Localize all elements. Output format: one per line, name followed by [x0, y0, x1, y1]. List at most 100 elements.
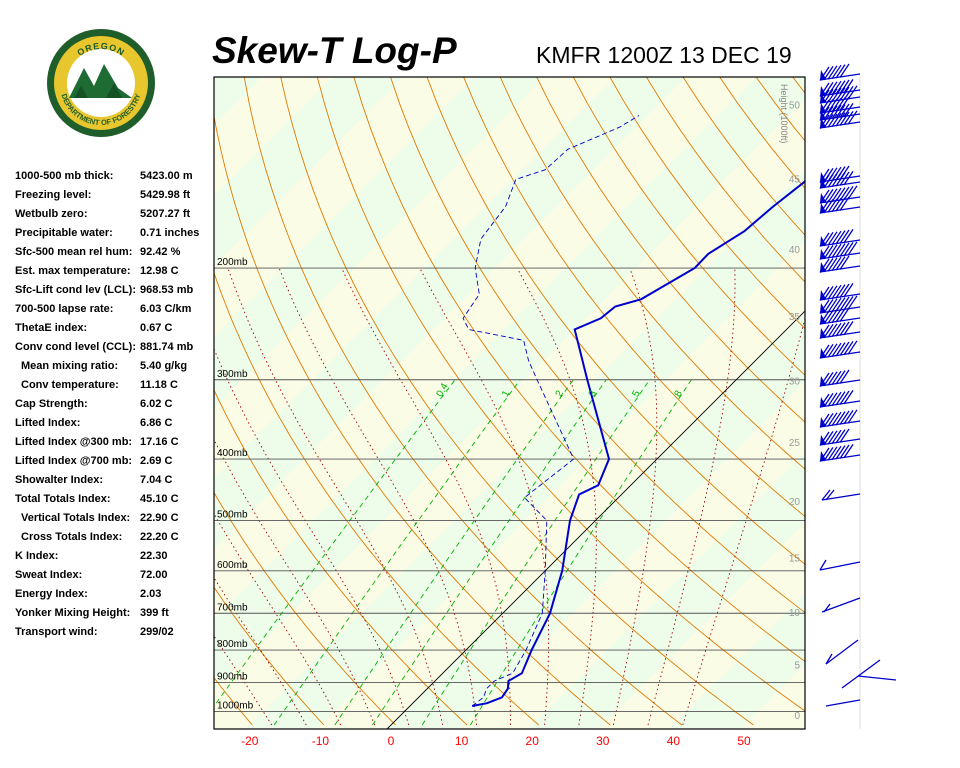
stat-row: ThetaE index: 0.67 C: [15, 320, 215, 339]
stat-label: Total Totals Index:: [15, 493, 111, 505]
stat-value: 968.53 mb: [140, 284, 194, 296]
stat-label: Energy Index:: [15, 588, 88, 600]
moist-adiabat: [214, 438, 376, 726]
stat-label: Freezing level:: [15, 189, 92, 201]
wind-barb: [819, 255, 861, 273]
stat-value: 2.69 C: [140, 455, 173, 467]
stat-row: Conv cond level (CCL): 881.74 mb: [15, 339, 215, 358]
dry-adiabat: [0, 77, 109, 725]
moist-adiabat: [612, 267, 658, 726]
stat-label: Lifted Index:: [15, 417, 81, 429]
stat-value: 22.30: [140, 550, 168, 562]
temperature-trace: [471, 180, 805, 707]
wind-barbs: [819, 63, 897, 707]
mixing-ratio-line: [334, 379, 574, 726]
plot-area: [0, 77, 960, 729]
wind-barb: [819, 340, 861, 359]
dry-adiabat: [214, 676, 253, 726]
stat-row: Wetbulb zero: 5207.27 ft: [15, 206, 215, 225]
dry-adiabat: [214, 113, 611, 726]
mixing-ratio-line: [372, 379, 607, 726]
wind-barb: [821, 597, 861, 613]
isotherm-band: [214, 77, 333, 196]
isotherm-band: [457, 381, 805, 729]
stat-value: 881.74 mb: [140, 341, 194, 353]
stat-label: Sfc-500 mean rel hum:: [15, 246, 133, 258]
stat-label: Mean mixing ratio:: [21, 360, 119, 372]
stat-value: 0.71 inches: [140, 227, 200, 239]
height-tick-label: 50: [789, 101, 801, 112]
wind-barb: [821, 489, 831, 501]
height-tick-label: 25: [789, 438, 801, 449]
stat-label: Precipitable water:: [15, 227, 113, 239]
wind-barb: [825, 653, 833, 665]
isotherm-band: [214, 99, 805, 729]
mixing-ratio-line: [214, 379, 456, 707]
mixing-ratio-label: 1: [500, 388, 513, 398]
stat-value: 5.40 g/kg: [140, 360, 188, 372]
moist-adiabat: [214, 512, 342, 726]
pressure-label: 1000mb: [217, 701, 254, 712]
wind-barb: [819, 561, 861, 571]
stat-label: Transport wind:: [15, 626, 98, 638]
height-tick-label: 40: [789, 245, 801, 256]
mixing-ratio-label: 3: [587, 388, 600, 398]
wind-barb: [819, 409, 861, 428]
dry-adiabat: [214, 491, 396, 726]
pressure-label: 300mb: [217, 369, 248, 380]
stat-row: Yonker Mixing Height: 399 ft: [15, 605, 215, 624]
stat-value: 92.42 %: [140, 246, 181, 258]
stat-label: Lifted Index @300 mb:: [15, 436, 133, 448]
stat-label: Yonker Mixing Height:: [15, 607, 131, 619]
stat-value: 0.67 C: [140, 322, 173, 334]
stat-row: Sfc-Lift cond lev (LCL): 968.53 mb: [15, 282, 215, 301]
page-title: Skew-T Log-P: [212, 30, 457, 71]
stat-value: 2.03: [140, 588, 162, 600]
x-tick-label: 50: [737, 734, 751, 748]
wind-barb: [819, 196, 861, 214]
zero-isotherm: [386, 310, 805, 729]
mixing-ratio-label: 8: [673, 388, 686, 398]
isotherm-band: [316, 240, 805, 729]
stat-value: 5423.00 m: [140, 170, 193, 182]
height-tick-label: 45: [789, 175, 801, 186]
stat-label: 700-500 lapse rate:: [15, 303, 114, 315]
stat-value: 6.86 C: [140, 417, 173, 429]
pressure-label: 900mb: [217, 672, 248, 683]
stat-label: Vertical Totals Index:: [21, 512, 131, 524]
stat-value: 12.98 C: [140, 265, 179, 277]
dry-adiabat: [463, 77, 805, 518]
dry-adiabat: [572, 77, 805, 376]
stat-row: Lifted Index @700 mb: 2.69 C: [15, 453, 215, 472]
wind-barb: [819, 307, 861, 325]
isotherm-band: [598, 522, 805, 729]
moist-adiabat: [341, 267, 511, 725]
dry-adiabat: [829, 77, 960, 725]
stat-row: Precipitable water: 0.71 inches: [15, 225, 215, 244]
wind-barb: [825, 639, 859, 665]
moist-adiabat: [214, 577, 307, 726]
dry-adiabat: [214, 586, 325, 726]
wind-barb: [819, 295, 861, 314]
pressure-label: 600mb: [217, 560, 248, 571]
x-tick-label: 10: [455, 734, 469, 748]
stat-row: Lifted Index @300 mb: 17.16 C: [15, 434, 215, 453]
dry-adiabat: [316, 77, 805, 712]
dry-adiabat: [214, 389, 468, 726]
wind-barb: [819, 103, 861, 121]
stat-row: 700-500 lapse rate: 6.03 C/km: [15, 301, 215, 320]
pressure-label: 500mb: [217, 510, 248, 521]
pressure-label: 700mb: [217, 602, 248, 613]
wind-barb: [819, 428, 861, 446]
height-tick-label: 0: [794, 711, 800, 722]
stat-value: 11.18 C: [140, 379, 178, 391]
height-tick-label: 30: [789, 376, 801, 387]
height-tick-label: 10: [789, 608, 801, 619]
pressure-label: 800mb: [217, 639, 248, 650]
stat-row: Mean mixing ratio: 5.40 g/kg: [15, 358, 215, 377]
stat-label: 1000-500 mb thick:: [15, 170, 114, 182]
wind-barb: [825, 699, 861, 707]
x-tick-label: 40: [667, 734, 681, 748]
stat-value: 399 ft: [140, 607, 169, 619]
height-tick-label: 15: [789, 553, 801, 564]
